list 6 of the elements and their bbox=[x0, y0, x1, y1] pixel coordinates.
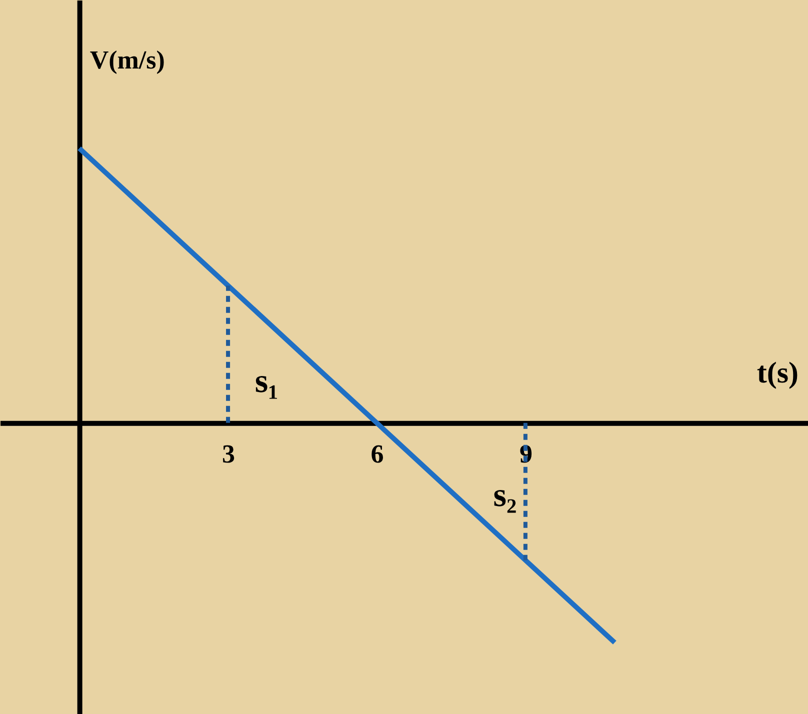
annotation: s₂ bbox=[493, 477, 517, 514]
y-axis-title: V(m/s) bbox=[90, 46, 165, 74]
x-axis-title: t(s) bbox=[756, 356, 798, 390]
annotation: s₁ bbox=[254, 362, 278, 400]
x-tick-label: 6 bbox=[370, 439, 384, 468]
x-tick-label: 3 bbox=[222, 439, 236, 468]
